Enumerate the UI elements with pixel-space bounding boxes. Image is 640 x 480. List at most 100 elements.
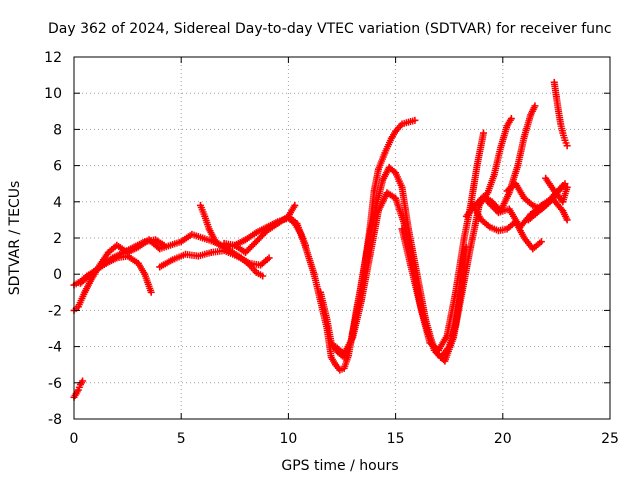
data-marker-7-7-2 xyxy=(334,364,342,372)
data-marker-0-2-1 xyxy=(75,383,83,391)
data-marker-1-18-1 xyxy=(243,247,251,255)
data-marker-7-15-10 xyxy=(374,167,382,175)
data-point-1-19 xyxy=(252,238,260,246)
data-marker-13-0-3 xyxy=(488,202,496,210)
data-marker-11-8-4 xyxy=(530,104,538,112)
x-tick-label-3: 15 xyxy=(387,431,405,447)
y-tick-label-2: -4 xyxy=(48,340,62,356)
data-marker-12-7-4 xyxy=(536,239,544,247)
grid xyxy=(74,57,610,419)
data-marker-3-3-5 xyxy=(118,249,126,257)
data-marker-0-1-1 xyxy=(73,388,81,396)
series-arc-17 xyxy=(550,78,571,150)
data-marker-9-17-15 xyxy=(479,131,487,139)
data-marker-15-3-4 xyxy=(556,185,564,193)
data-marker-0-0-1 xyxy=(71,391,79,399)
data-marker-10-2-14 xyxy=(423,326,431,334)
series-arc-18 xyxy=(542,174,571,206)
data-marker-16-3-3 xyxy=(558,127,566,135)
data-marker-7-21-2 xyxy=(409,117,417,125)
data-marker-7-18-3 xyxy=(391,129,399,137)
data-marker-16-2-5 xyxy=(556,118,564,126)
data-marker-10-5-11 xyxy=(449,336,457,344)
data-marker-11-1-4 xyxy=(477,195,485,203)
data-marker-11-7-10 xyxy=(526,113,534,121)
data-marker-10-1-17 xyxy=(415,295,423,303)
data-marker-8-9-12 xyxy=(378,178,386,186)
y-tick-label-3: -2 xyxy=(48,303,62,319)
x-tick-label-5: 25 xyxy=(601,431,619,447)
data-marker-9-12-7 xyxy=(442,334,450,342)
data-marker-13-0-5 xyxy=(491,206,499,214)
data-marker-8-1-10 xyxy=(327,337,335,345)
data-marker-17-0-6 xyxy=(549,185,557,193)
data-marker-1-19-4 xyxy=(258,231,266,239)
data-marker-10-6-22 xyxy=(458,290,466,298)
y-tick-label-4: 0 xyxy=(53,267,62,283)
data-marker-7-1-11 xyxy=(301,241,309,249)
y-tick-label-6: 4 xyxy=(53,195,62,211)
data-marker-8-12-6 xyxy=(397,181,405,189)
y-axis-label: SDTVAR / TECUs xyxy=(7,181,23,296)
data-marker-10-13-3 xyxy=(506,116,514,124)
data-marker-10-0-17 xyxy=(406,259,414,267)
x-tick-label-2: 10 xyxy=(279,431,297,447)
data-marker-5-6-4 xyxy=(244,260,252,268)
data-marker-12-3-3 xyxy=(501,225,509,233)
data-marker-9-14-26 xyxy=(460,236,468,244)
data-marker-6-2-5 xyxy=(250,230,258,238)
data-marker-9-13-21 xyxy=(451,290,459,298)
data-marker-16-4-2 xyxy=(560,134,568,142)
data-marker-4-7-4 xyxy=(254,261,262,269)
data-marker-7-6-3 xyxy=(330,359,338,367)
data-marker-11-5-13 xyxy=(513,164,521,172)
data-marker-9-7-12 xyxy=(400,218,408,226)
y-tick-label-0: -8 xyxy=(48,412,62,428)
data-marker-9-3-22 xyxy=(365,254,373,262)
data-marker-14-2-4 xyxy=(527,200,535,208)
data-marker-1-18-6 xyxy=(251,239,259,247)
data-marker-13-1-4 xyxy=(503,206,511,214)
x-tick-label-0: 0 xyxy=(70,431,79,447)
data-marker-5-7-3 xyxy=(251,267,259,275)
data-marker-9-16-19 xyxy=(473,164,481,172)
data-marker-1-1-6 xyxy=(80,290,88,298)
data-marker-13-7-4 xyxy=(562,214,570,222)
data-marker-11-6-13 xyxy=(520,135,528,143)
data-marker-7-20-2 xyxy=(402,119,410,127)
data-marker-3-1-5 xyxy=(95,264,103,272)
data-marker-13-0-2 xyxy=(487,201,495,209)
data-marker-10-4-4 xyxy=(438,354,446,362)
data-marker-15-1-4 xyxy=(540,203,548,211)
x-tick-label-4: 20 xyxy=(494,431,512,447)
data-marker-3-6-4 xyxy=(149,236,157,244)
axis-ticks: 0 5 10 15 20 25 -8 -6 -4 -2 0 2 4 6 8 10 12 xyxy=(44,50,619,447)
y-tick-label-10: 12 xyxy=(44,50,62,66)
data-marker-7-2-13 xyxy=(310,268,318,276)
data-marker-10-12-10 xyxy=(503,124,511,132)
data-marker-3-0-5 xyxy=(84,273,92,281)
data-marker-4-0-6 xyxy=(167,257,175,265)
data-marker-2-7-5 xyxy=(140,268,148,276)
series-arc-04 xyxy=(76,236,168,287)
data-marker-1-18-3 xyxy=(246,244,254,252)
data-marker-1-2-6 xyxy=(86,277,94,285)
data-marker-6-1-5 xyxy=(240,237,248,245)
data-marker-5-8-2 xyxy=(257,271,265,279)
x-axis-label: GPS time / hours xyxy=(281,458,398,474)
data-marker-5-1-5 xyxy=(204,223,212,231)
data-point-13-0 xyxy=(484,198,492,206)
data-marker-3-4-5 xyxy=(128,244,136,252)
data-points xyxy=(70,78,571,401)
y-tick-label-7: 6 xyxy=(53,159,62,175)
y-tick-label-5: 2 xyxy=(53,231,62,247)
data-marker-12-1-4 xyxy=(484,222,492,230)
data-marker-1-22-5 xyxy=(290,203,298,211)
data-marker-9-1-8 xyxy=(348,335,356,343)
data-marker-7-16-7 xyxy=(380,151,388,159)
data-marker-9-4-22 xyxy=(374,209,382,217)
data-marker-10-7-22 xyxy=(466,245,474,253)
data-marker-3-2-5 xyxy=(107,255,115,263)
